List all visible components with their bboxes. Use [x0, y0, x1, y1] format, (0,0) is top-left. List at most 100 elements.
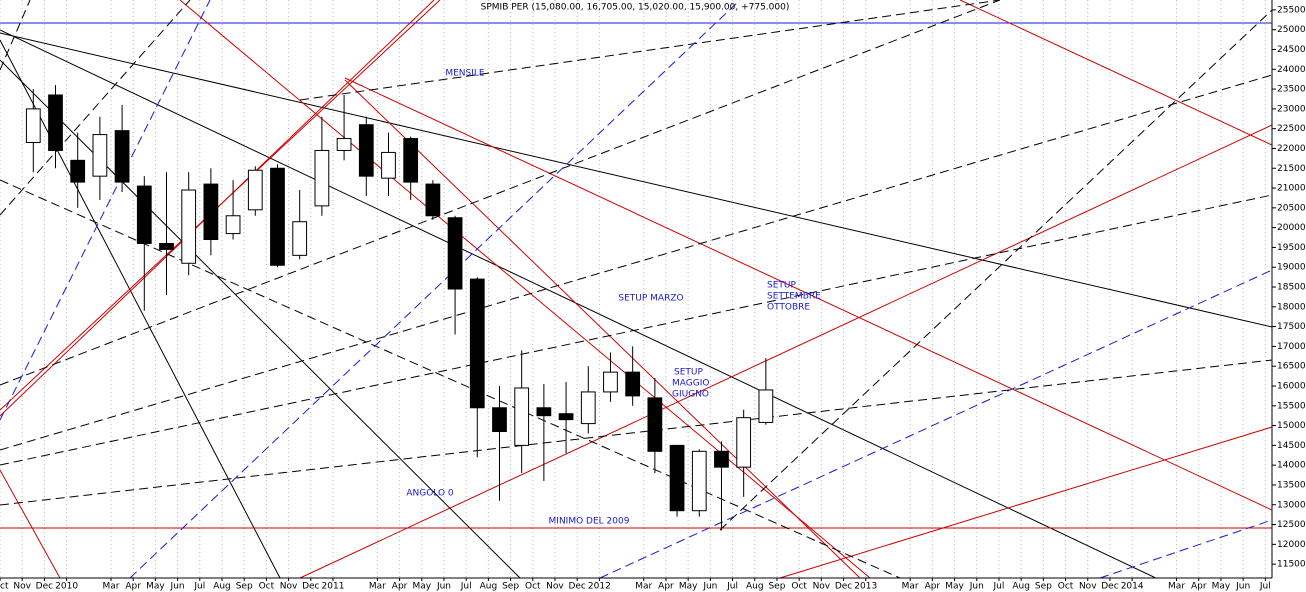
- x-tick-label: Apr: [925, 582, 941, 592]
- candle-body: [181, 189, 197, 264]
- candle-body: [225, 215, 241, 235]
- y-tick-label: 15500: [1277, 401, 1306, 411]
- candle-body: [603, 371, 618, 393]
- y-tick-label: 15000: [1277, 421, 1306, 431]
- x-tick-label: Nov: [813, 582, 831, 592]
- trend-line: [299, 124, 1273, 579]
- x-tick-label: Mar: [635, 582, 652, 592]
- x-tick-label: May: [146, 582, 165, 592]
- x-tick-label: Nov: [1079, 582, 1097, 592]
- x-tick-label: Aug: [1012, 582, 1030, 592]
- candle-body: [425, 183, 441, 217]
- trend-line: [129, 0, 741, 579]
- trend-line: [0, 0, 1001, 386]
- x-tick-label: Apr: [658, 582, 674, 592]
- candle-body: [403, 138, 419, 183]
- y-tick-label: 22500: [1277, 124, 1306, 134]
- x-tick-label: Apr: [125, 582, 141, 592]
- annotation: OTTOBRE: [767, 303, 810, 313]
- trend-line: [344, 77, 1273, 511]
- x-tick-label: Sep: [1035, 582, 1052, 592]
- y-tick-label: 23000: [1277, 104, 1306, 114]
- annotation: SETTEMBRE: [767, 292, 821, 302]
- x-tick-label: Nov: [13, 582, 31, 592]
- candle-body: [736, 417, 752, 468]
- x-tick-label: Jul: [726, 582, 738, 592]
- x-tick-label: Dec: [36, 582, 53, 592]
- annotation: MINIMO DEL 2009: [549, 517, 630, 527]
- candles: [25, 85, 774, 531]
- axis-panel: [1272, 0, 1306, 592]
- candle-body: [48, 94, 63, 151]
- trend-line: [599, 269, 1273, 579]
- candle-body: [25, 108, 41, 144]
- trend-line: [0, 179, 901, 579]
- chart-title: SPMIB PER (15,080.00, 16,705.00, 15,020.…: [481, 3, 790, 13]
- x-tick-label: Mar: [1168, 582, 1185, 592]
- x-tick-label: Dec: [302, 582, 319, 592]
- x-tick-label: Apr: [392, 582, 408, 592]
- trend-line: [719, 9, 1273, 531]
- trend-line: [779, 426, 1273, 579]
- candle-body: [580, 391, 596, 425]
- trend-line: [0, 39, 281, 579]
- x-tick-label: Aug: [746, 582, 764, 592]
- y-tick-label: 19500: [1277, 243, 1306, 253]
- x-tick-label: Oct: [1058, 582, 1074, 592]
- candle-body: [159, 242, 174, 250]
- trend-line: [0, 0, 211, 421]
- trend-line: [179, 0, 871, 579]
- x-tick-label: 2013: [854, 582, 877, 592]
- y-tick-label: 12000: [1277, 540, 1306, 550]
- x-tick-label: Dec: [835, 582, 852, 592]
- x-tick-label: Aug: [480, 582, 498, 592]
- y-tick-label: 11500: [1277, 560, 1306, 570]
- y-tick-label: 25000: [1277, 25, 1306, 35]
- y-tick-label: 12500: [1277, 520, 1306, 530]
- x-tick-label: Jul: [993, 582, 1005, 592]
- x-tick-label: 2012: [588, 582, 611, 592]
- grid: [0, 0, 1266, 578]
- x-tick-label: May: [679, 582, 698, 592]
- x-tick-label: May: [412, 582, 431, 592]
- candle-body: [292, 221, 308, 256]
- candle-body: [70, 159, 86, 183]
- x-tick-label: 2010: [55, 582, 78, 592]
- y-tick-label: 19000: [1277, 263, 1306, 273]
- trend-line: [1099, 519, 1273, 579]
- candle-body: [92, 134, 108, 177]
- x-tick-label: Jul: [460, 582, 472, 592]
- trend-line: [0, 74, 1273, 451]
- annotation: GIUGNO: [672, 390, 709, 400]
- annotation: MAGGIO: [672, 379, 709, 389]
- candle-body: [536, 407, 552, 417]
- trend-line: [0, 359, 1273, 506]
- trend-line: [959, 0, 1273, 146]
- candle-body: [691, 450, 707, 512]
- x-tick-label: Nov: [546, 582, 564, 592]
- x-tick-label: Sep: [502, 582, 519, 592]
- y-tick-label: 16500: [1277, 362, 1306, 372]
- x-tick-label: Mar: [902, 582, 919, 592]
- x-tick-label: Jun: [170, 582, 185, 592]
- x-tick-label: May: [1212, 582, 1231, 592]
- x-tick-label: 2011: [322, 582, 345, 592]
- candle-body: [114, 130, 130, 183]
- candle-body: [625, 371, 641, 397]
- annotation: ANGOLO 0: [406, 489, 454, 499]
- candle-body: [270, 167, 285, 266]
- trend-line: [0, 469, 61, 579]
- y-tick-label: 21000: [1277, 184, 1306, 194]
- trend-lines: [0, 0, 1273, 581]
- candle-body: [758, 389, 774, 423]
- x-tick-label: Dec: [1101, 582, 1118, 592]
- candle-body: [203, 183, 219, 241]
- y-tick-label: 22000: [1277, 144, 1306, 154]
- candle-body: [492, 407, 507, 433]
- x-tick-label: Oct: [259, 582, 275, 592]
- x-tick-label: Apr: [1191, 582, 1207, 592]
- y-tick-label: 18000: [1277, 302, 1306, 312]
- trend-line: [0, 0, 191, 216]
